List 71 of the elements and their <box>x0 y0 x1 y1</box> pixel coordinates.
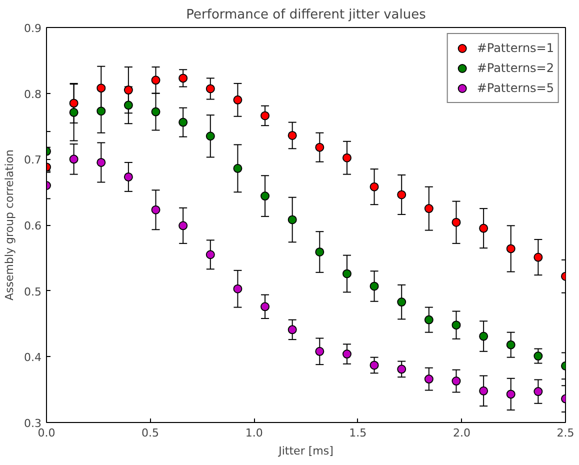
point <box>260 192 270 201</box>
x-tick-label: 2.0 <box>452 426 470 440</box>
point <box>69 108 78 117</box>
point <box>96 84 106 93</box>
point <box>178 74 188 83</box>
y-tick-label: 0.4 <box>24 351 42 364</box>
x-tick-label: 1.0 <box>245 426 263 440</box>
point <box>96 158 106 167</box>
point <box>233 284 242 294</box>
point <box>370 282 379 291</box>
point <box>206 84 215 94</box>
point <box>288 130 297 140</box>
point <box>397 190 406 200</box>
point <box>178 221 188 230</box>
point <box>424 204 434 214</box>
legend-label: #Patterns=1 <box>476 41 554 55</box>
point <box>534 252 543 262</box>
point <box>452 320 461 330</box>
point <box>452 218 461 227</box>
point <box>178 118 188 127</box>
y-tick-label: 0.6 <box>24 220 42 232</box>
point <box>288 215 297 224</box>
point <box>288 325 297 334</box>
point <box>124 100 133 110</box>
x-tick-label: 1.5 <box>349 426 367 440</box>
chart-title: Performance of different jitter values <box>186 8 426 22</box>
point <box>479 224 488 233</box>
point <box>342 153 352 162</box>
point <box>506 244 516 254</box>
point <box>397 298 406 307</box>
point <box>206 132 215 141</box>
legend-label: #Patterns=2 <box>476 61 554 75</box>
legend-label: #Patterns=5 <box>476 81 554 95</box>
point <box>151 76 160 85</box>
point <box>506 340 516 350</box>
x-tick-label: 2.5 <box>556 426 574 440</box>
point <box>69 154 78 164</box>
point <box>534 352 543 360</box>
point <box>370 182 379 192</box>
y-axis-title: Assembly group correlation <box>3 149 16 300</box>
point <box>342 350 352 359</box>
x-tick-label: 0.5 <box>142 426 160 440</box>
point <box>96 106 106 116</box>
point <box>342 269 352 278</box>
point <box>260 302 270 312</box>
point <box>370 360 379 370</box>
point <box>151 205 160 214</box>
point <box>315 142 324 152</box>
point <box>534 387 543 396</box>
y-tick-label: 0.5 <box>24 285 42 298</box>
point <box>424 374 434 384</box>
point <box>452 376 461 386</box>
point <box>315 346 324 356</box>
y-tick-label: 0.8 <box>24 88 42 101</box>
point <box>479 332 488 341</box>
y-tick-label: 0.9 <box>24 22 42 35</box>
point <box>124 172 133 182</box>
point <box>233 164 242 173</box>
point <box>397 364 406 374</box>
point <box>424 315 434 324</box>
point <box>151 107 160 116</box>
point <box>206 250 215 260</box>
point <box>124 86 133 95</box>
point <box>69 98 78 108</box>
x-axis-title: Jitter [ms] <box>278 444 334 458</box>
point <box>233 95 242 104</box>
y-tick-label: 0.7 <box>24 154 42 167</box>
point <box>315 248 324 256</box>
point <box>506 390 516 399</box>
point <box>260 111 270 120</box>
point <box>479 386 488 396</box>
